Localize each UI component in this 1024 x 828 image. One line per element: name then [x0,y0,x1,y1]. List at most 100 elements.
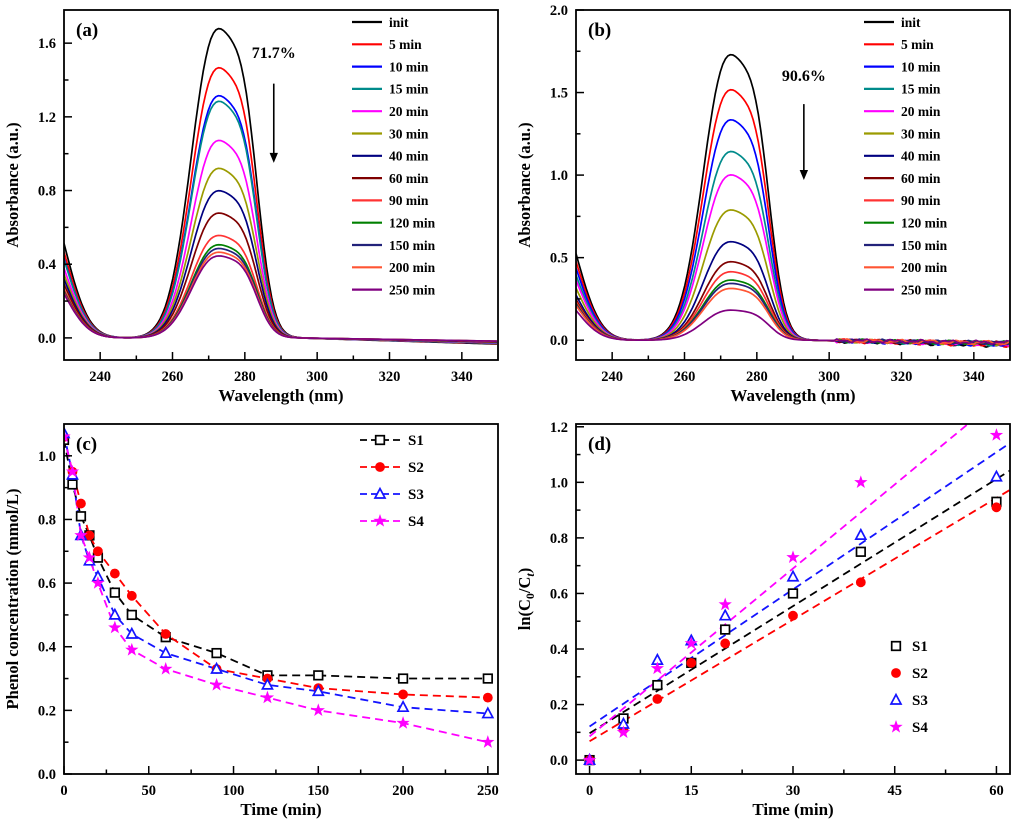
panel-c-concentration-chart: 0 50 100 150 200 250 0.0 0.2 0.4 0.6 0.8 1.0 Time (m… [0,414,512,828]
marker-circle [109,568,120,579]
x-tick-labels-b: 240 260 280 300 320 340 [601,369,984,385]
y-tick-labels-b: 0.0 0.5 1.0 1.5 2.0 [550,3,568,349]
x-tick-label: 30 [786,783,801,799]
y-tick-label: 0.4 [38,257,56,273]
marker-triangle [481,706,495,719]
marker-square [126,609,137,621]
x-tick-label: 250 [477,783,499,799]
x-tick-label: 100 [223,783,245,799]
marker-triangle [311,684,325,697]
marker-circle [160,629,171,639]
y-axis-label-a: Absorbance (a.u.) [3,122,22,247]
x-tick-label: 320 [379,369,401,385]
y-tick-label: 1.0 [38,449,56,465]
legend-label: 60 min [901,171,941,186]
series-markers-S4 [582,428,1004,766]
x-tick-label: 240 [601,369,623,385]
x-tick-labels-d: 0 15 30 45 60 [586,783,1004,799]
marker-triangle [990,469,1003,482]
x-axis-label-a: Wavelength (nm) [218,386,343,405]
marker-circle [788,610,798,621]
y-tick-label: 0.6 [38,576,56,592]
legend-label: 30 min [389,126,429,141]
ticks-b [576,9,975,360]
x-tick-labels-c: 0 50 100 150 200 250 [60,783,498,799]
marker-star [373,514,387,527]
series-markers-S1 [584,496,1002,766]
annotation-arrowhead [269,152,278,163]
legend-label: 200 min [901,260,948,275]
degradation-percent-label-a: 71.7% [252,45,296,62]
marker-square [397,673,409,684]
marker-star [582,753,597,766]
marker-star [311,703,325,717]
y-tick-label: 1.6 [38,36,56,52]
legend-label: 200 min [389,260,436,275]
legend-label: S2 [912,666,928,682]
marker-circle [398,689,408,700]
x-tick-label: 0 [60,783,67,799]
legend-d: S1 S2 S3 S4 [889,639,928,736]
x-tick-label: 240 [89,369,111,385]
y-axis-label-d: ln(C0/Ct) [515,568,537,631]
y-tick-label: 0.8 [38,184,56,200]
y-tick-label: 0.4 [550,642,568,658]
plot-area-d [582,424,1010,766]
marker-square [482,673,493,684]
marker-square [855,546,866,557]
series-curve-10 min [576,118,1010,347]
marker-square [109,587,121,598]
legend-label: 120 min [389,216,436,231]
marker-square [787,588,799,599]
marker-star [396,716,410,729]
marker-star [616,725,631,738]
marker-triangle [108,607,122,620]
series-line-S3 [64,433,488,715]
axes-frame-a [63,9,499,361]
marker-triangle [718,608,732,621]
legend-label: init [389,15,409,30]
legend-label: 10 min [901,59,941,74]
legend-label: 60 min [389,171,429,186]
marker-star [74,528,88,542]
marker-star [125,642,139,656]
plot-area-b [576,53,1010,348]
marker-square [720,624,731,635]
marker-circle [93,546,103,557]
y-tick-label: 1.2 [38,110,56,126]
x-axis-label-d: Time (min) [752,800,833,819]
panel-label-d: (d) [588,434,611,455]
fit-line-S1 [589,469,1010,734]
y-tick-labels-d: 0.0 0.2 0.4 0.6 0.8 1.0 1.2 [550,420,568,769]
marker-triangle [854,527,868,540]
legend-label: init [901,15,921,30]
y-tick-label: 0.8 [550,531,568,547]
x-tick-label: 260 [674,369,696,385]
y-tick-label: 0.8 [38,512,56,528]
y-tick-label: 0.2 [38,703,56,719]
y-tick-label: 0.6 [550,586,568,602]
degradation-percent-label-b: 90.6% [782,68,826,85]
legend-label: 250 min [901,282,948,297]
marker-star [209,677,224,691]
legend-label: 120 min [901,216,948,231]
marker-star [650,661,665,675]
x-tick-label: 340 [451,369,473,385]
marker-star [65,464,80,478]
x-tick-label: 50 [142,783,157,799]
axes-frame-c [63,423,499,775]
plot-area-c [64,426,495,748]
marker-triangle [396,699,410,713]
y-tick-label: 2.0 [550,3,568,19]
series-markers-S2 [64,431,493,703]
legend-label: 10 min [389,59,429,74]
marker-circle [375,462,385,472]
ticks-a [64,42,463,360]
x-tick-label: 200 [392,783,414,799]
x-tick-label: 300 [818,369,840,385]
series-curve-5 min [64,66,497,345]
legend-label: 5 min [389,37,422,52]
legend-label: 15 min [901,82,941,97]
marker-circle [652,694,663,704]
series-curve-60 min [64,212,497,343]
